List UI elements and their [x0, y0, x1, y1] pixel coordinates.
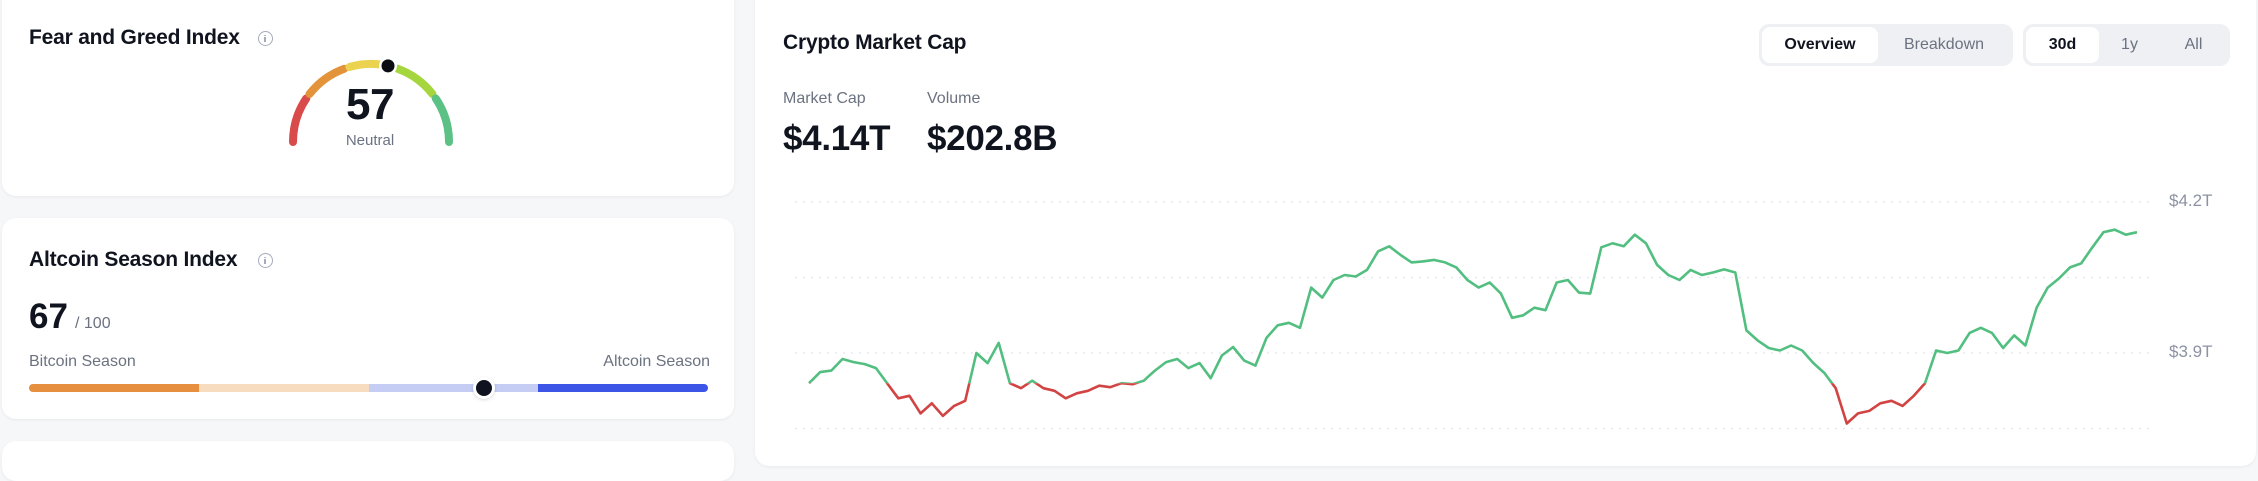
- volume-label: Volume: [927, 90, 981, 107]
- fear-greed-label: Neutral: [345, 132, 395, 149]
- market-cap-line: [808, 228, 2138, 384]
- bar-segment: [198, 384, 369, 392]
- altcoin-season-card: Altcoin Season Index 67 / 100 Bitcoin Se…: [2, 218, 734, 419]
- gauge-segment: [431, 94, 454, 146]
- market-cap-value: $4.14T: [783, 119, 891, 158]
- next-card: [2, 441, 734, 481]
- info-icon[interactable]: [258, 31, 273, 46]
- range-1y-button[interactable]: 1y: [2121, 36, 2138, 53]
- info-icon[interactable]: [258, 253, 273, 268]
- y-axis-tick: $3.9T: [2169, 342, 2213, 361]
- altcoin-season-bar: [29, 384, 708, 392]
- fear-greed-gauge: [288, 56, 454, 146]
- tab-breakdown[interactable]: Breakdown: [1903, 36, 1985, 53]
- y-axis-tick: $4.2T: [2169, 191, 2213, 210]
- altcoin-season-label: Altcoin Season: [603, 353, 710, 370]
- bar-segment: [538, 384, 708, 392]
- market-cap-card: Crypto Market Cap Market Cap $4.14T Volu…: [755, 0, 2256, 466]
- gauge-segment: [305, 64, 349, 98]
- altcoin-season-value: 67: [29, 297, 68, 336]
- fear-greed-title: Fear and Greed Index: [29, 26, 240, 49]
- market-cap-label: Market Cap: [783, 90, 866, 107]
- range-30d-button[interactable]: 30d: [2026, 27, 2099, 63]
- range-all-button[interactable]: All: [2184, 36, 2203, 53]
- market-cap-chart[interactable]: [755, 0, 2256, 466]
- gauge-indicator: [381, 59, 395, 73]
- gauge-segment: [393, 64, 437, 98]
- fear-greed-value: 57: [346, 80, 394, 129]
- fear-greed-card: Fear and Greed Index 57 Neutral: [2, 0, 734, 196]
- market-cap-line: [809, 383, 1927, 425]
- altcoin-season-indicator: [472, 377, 495, 399]
- bitcoin-season-label: Bitcoin Season: [29, 353, 136, 370]
- bar-segment: [29, 384, 199, 392]
- view-toggle: Overview Breakdown: [1759, 24, 2013, 66]
- volume-value: $202.8B: [927, 119, 1058, 158]
- tab-overview[interactable]: Overview: [1762, 27, 1878, 63]
- bar-segment: [368, 384, 539, 392]
- altcoin-season-max: / 100: [75, 315, 111, 332]
- market-cap-title: Crypto Market Cap: [783, 31, 967, 54]
- range-toggle: 30d 1y All: [2023, 24, 2230, 66]
- altcoin-season-title: Altcoin Season Index: [29, 248, 238, 271]
- gauge-segment: [288, 94, 311, 146]
